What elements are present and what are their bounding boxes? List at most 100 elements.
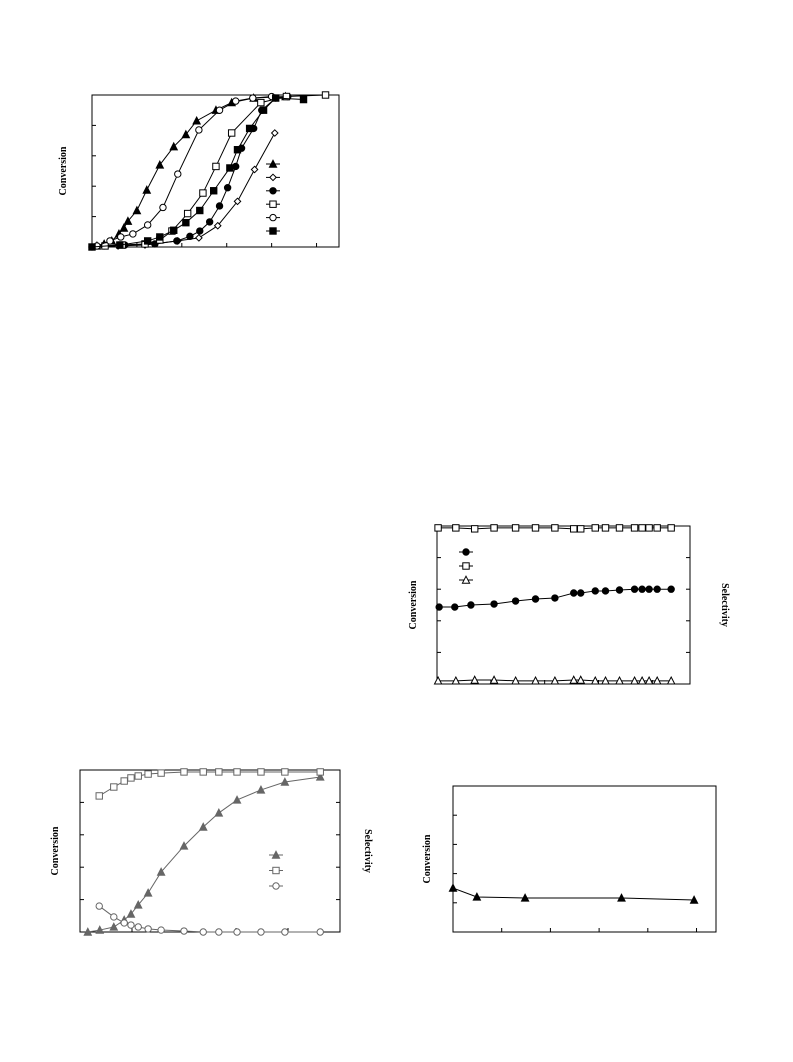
data-point: [645, 585, 653, 593]
data-point: [470, 675, 480, 684]
data-point: [511, 524, 520, 532]
data-point: [198, 822, 208, 831]
legend-marker: [269, 187, 277, 195]
data-point: [645, 524, 653, 532]
legend-marker: [269, 227, 277, 235]
data-point: [667, 524, 675, 532]
data-point: [183, 209, 192, 218]
data-point: [144, 925, 152, 933]
data-point: [132, 205, 142, 215]
data-point: [205, 218, 214, 226]
data-point: [196, 227, 204, 235]
data-point: [196, 206, 204, 215]
data-point: [133, 900, 143, 909]
data-point: [95, 925, 105, 934]
data-point: [109, 922, 119, 931]
data-point: [644, 675, 654, 685]
data-point: [590, 675, 600, 685]
data-point: [157, 926, 165, 934]
data-point: [601, 524, 610, 532]
data-point: [470, 525, 479, 533]
data-point: [551, 524, 559, 532]
data-point: [157, 769, 165, 777]
data-point: [199, 189, 207, 197]
data-point: [170, 226, 178, 234]
data-point: [181, 129, 191, 139]
data-point: [214, 808, 224, 817]
data-point: [652, 675, 662, 685]
data-point: [299, 95, 308, 104]
data-point: [637, 675, 647, 685]
data-point: [435, 603, 443, 611]
data-point: [257, 98, 265, 107]
data-point: [667, 585, 675, 593]
data-point: [180, 927, 188, 935]
series-line: [104, 94, 326, 247]
data-point: [638, 524, 646, 532]
data-point: [570, 589, 578, 597]
data-point: [212, 162, 220, 171]
y-axis-label: Conversion: [58, 146, 69, 195]
data-point: [199, 768, 207, 776]
data-point: [577, 589, 585, 597]
data-point: [126, 909, 136, 918]
data-point: [156, 233, 164, 241]
data-point: [615, 586, 624, 594]
data-point: [448, 883, 458, 892]
data-point: [472, 892, 482, 901]
data-point: [653, 524, 661, 532]
data-point: [223, 184, 232, 192]
data-point: [638, 585, 646, 593]
data-point: [120, 919, 128, 927]
data-point: [110, 783, 118, 791]
data-point: [617, 893, 626, 902]
data-point: [143, 237, 152, 245]
series-line: [452, 887, 695, 901]
data-point: [511, 597, 520, 605]
data-point: [88, 243, 96, 251]
data-point: [117, 233, 125, 241]
y-axis-label: Conversion: [408, 580, 419, 629]
data-point: [490, 524, 498, 532]
plot-frame: [452, 785, 717, 933]
data-point: [615, 675, 624, 685]
data-point: [134, 923, 142, 931]
data-point: [192, 115, 202, 125]
data-point: [271, 94, 280, 102]
data-point: [591, 587, 599, 595]
data-point: [173, 237, 181, 245]
data-point: [169, 141, 179, 151]
data-point: [233, 146, 242, 154]
data-point: [179, 841, 189, 850]
data-point: [576, 675, 586, 684]
data-point: [233, 768, 241, 776]
data-point: [591, 524, 599, 532]
data-point: [489, 675, 499, 684]
data-point: [120, 777, 128, 785]
legend-marker: [271, 850, 281, 859]
data-point: [250, 165, 259, 174]
data-point: [213, 221, 222, 230]
data-point: [215, 202, 224, 210]
data-point: [83, 927, 93, 936]
data-point: [601, 675, 610, 685]
data-point: [116, 241, 124, 249]
data-point: [226, 164, 234, 172]
data-point: [433, 675, 443, 685]
data-point: [159, 203, 167, 212]
data-point: [281, 928, 289, 936]
data-point: [233, 197, 242, 206]
data-point: [233, 928, 241, 936]
data-point: [577, 525, 585, 533]
data-point: [144, 770, 152, 778]
data-point: [134, 772, 142, 780]
series-line: [91, 132, 276, 248]
data-point: [316, 928, 324, 936]
legend-marker: [269, 173, 277, 182]
y-axis-label: Conversion: [422, 834, 433, 883]
data-point: [551, 594, 559, 602]
data-point: [199, 928, 207, 936]
data-point: [129, 230, 137, 238]
plot-frame: [79, 769, 341, 933]
data-point: [174, 170, 182, 178]
